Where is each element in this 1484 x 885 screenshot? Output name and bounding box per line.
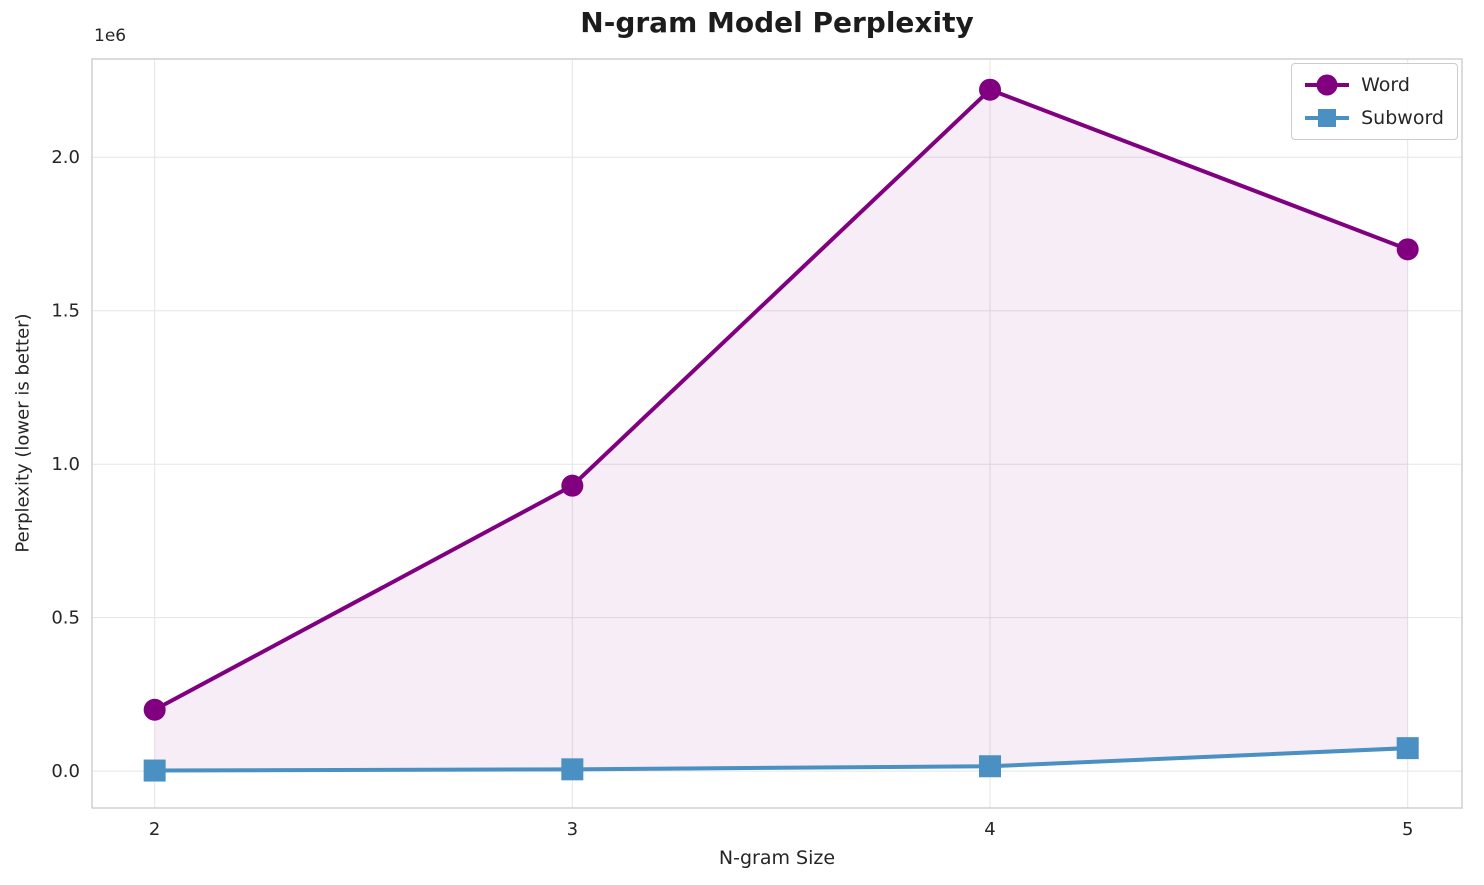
x-tick-label: 3 bbox=[567, 819, 578, 840]
y-axis-label: Perplexity (lower is better) bbox=[12, 313, 34, 553]
x-tick-label: 4 bbox=[984, 819, 995, 840]
y-tick-label: 0.5 bbox=[51, 608, 80, 629]
x-axis-label: N-gram Size bbox=[718, 847, 836, 869]
y-tick-label: 1.0 bbox=[51, 454, 80, 475]
series-line-word bbox=[152, 87, 1410, 712]
fill-between-area bbox=[154, 89, 1408, 771]
y-tick-label: 2.0 bbox=[51, 147, 80, 168]
data-point-subword bbox=[1396, 737, 1419, 760]
word-circle-marker-sample bbox=[1316, 74, 1338, 96]
legend-label-subword: Subword bbox=[1361, 107, 1444, 129]
legend-label-word: Word bbox=[1361, 74, 1410, 96]
legend-entry-word: Word bbox=[1305, 73, 1444, 97]
subword-series-swatch bbox=[1305, 106, 1350, 130]
data-point-word bbox=[1396, 238, 1419, 261]
legend: Word Subword bbox=[1291, 63, 1458, 140]
x-tick-label: 5 bbox=[1402, 819, 1413, 840]
y-tick-label: 1.5 bbox=[51, 301, 80, 322]
data-point-subword bbox=[143, 759, 166, 782]
data-point-subword bbox=[979, 755, 1002, 778]
plot-border bbox=[91, 58, 1463, 809]
legend-entry-subword: Subword bbox=[1305, 106, 1444, 130]
subword-square-marker-sample bbox=[1318, 109, 1337, 127]
word-series-swatch bbox=[1305, 73, 1350, 97]
data-point-word bbox=[979, 78, 1002, 101]
y-axis-offset-label: 1e6 bbox=[94, 26, 127, 46]
y-tick-label: 0.0 bbox=[51, 761, 80, 782]
data-point-word bbox=[561, 474, 584, 497]
data-point-subword bbox=[561, 758, 584, 781]
data-point-word bbox=[143, 698, 166, 721]
x-tick-label: 2 bbox=[149, 819, 160, 840]
series-line-subword bbox=[152, 746, 1410, 773]
chart-title: N-gram Model Perplexity bbox=[580, 6, 974, 39]
